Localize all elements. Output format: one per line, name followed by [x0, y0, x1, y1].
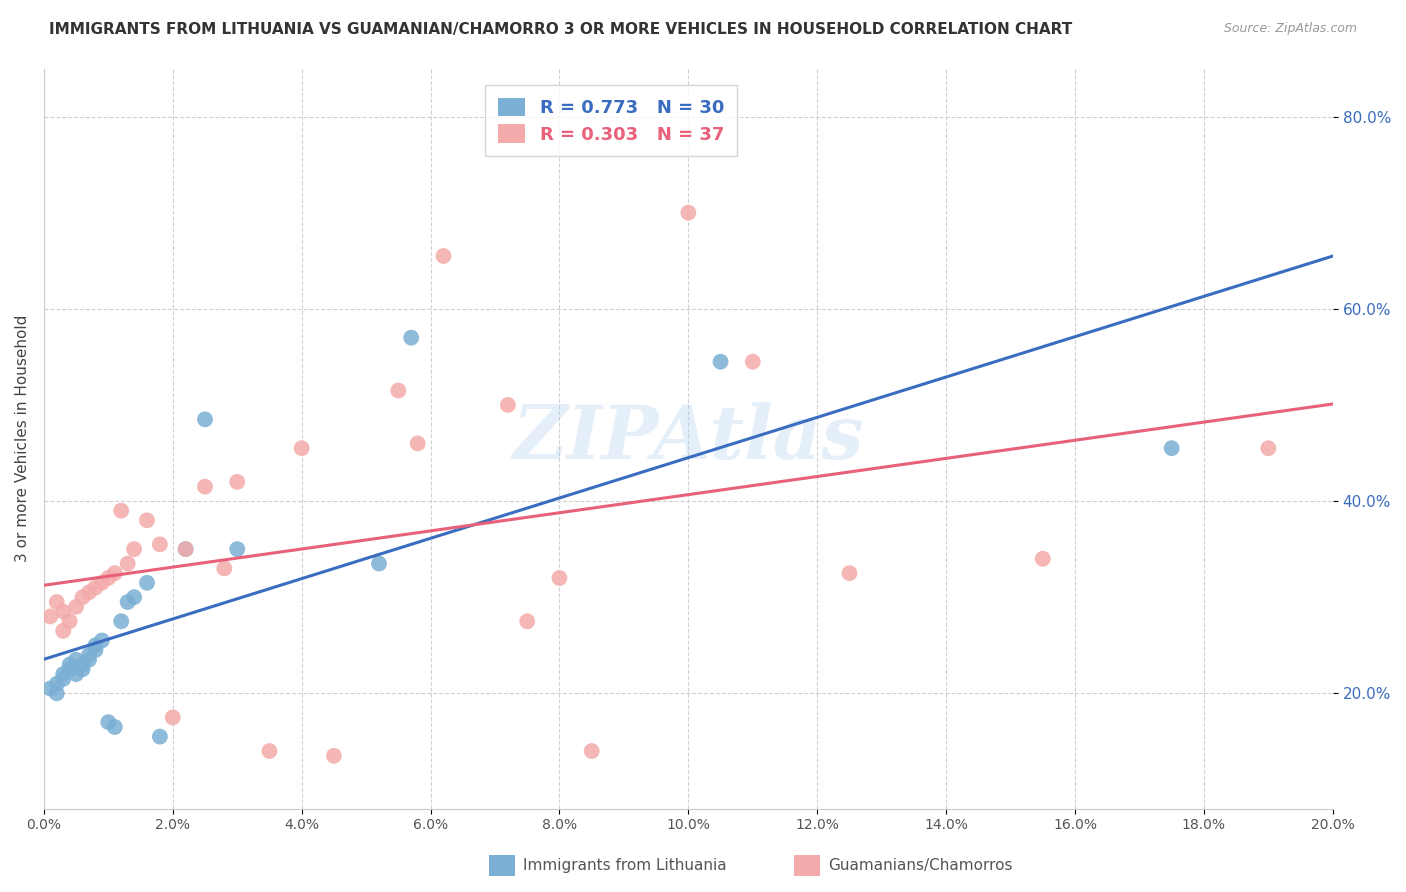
Point — [39, 681, 62, 696]
Point — [72, 657, 94, 672]
Point — [59, 657, 82, 672]
Point — [84, 638, 107, 652]
Point — [65, 599, 87, 614]
Point — [90, 633, 112, 648]
Point — [149, 730, 172, 744]
Point — [110, 614, 132, 628]
Point — [387, 384, 409, 398]
Point — [1032, 551, 1054, 566]
Point — [122, 591, 145, 605]
Point — [838, 566, 860, 581]
Point — [226, 475, 249, 489]
Point — [174, 542, 197, 557]
Point — [117, 595, 139, 609]
Point — [136, 575, 159, 590]
Point — [432, 249, 454, 263]
Point — [97, 571, 120, 585]
Point — [104, 566, 127, 581]
Point — [77, 653, 100, 667]
Point — [52, 624, 75, 638]
Point — [72, 591, 94, 605]
Point — [72, 662, 94, 676]
Point — [709, 354, 731, 368]
Point — [65, 667, 87, 681]
Point — [84, 581, 107, 595]
Point — [84, 643, 107, 657]
Point — [45, 676, 67, 690]
Point — [65, 653, 87, 667]
Point — [162, 710, 184, 724]
Point — [136, 513, 159, 527]
Point — [194, 412, 217, 426]
Point — [496, 398, 519, 412]
Point — [548, 571, 571, 585]
Point — [678, 205, 700, 219]
Point — [226, 542, 249, 557]
Text: Immigrants from Lithuania: Immigrants from Lithuania — [523, 858, 727, 872]
Point — [194, 480, 217, 494]
Point — [174, 542, 197, 557]
Point — [259, 744, 281, 758]
Point — [122, 542, 145, 557]
Point — [90, 575, 112, 590]
Point — [39, 609, 62, 624]
Point — [45, 686, 67, 700]
Point — [97, 715, 120, 730]
Point — [45, 595, 67, 609]
Point — [149, 537, 172, 551]
Point — [741, 354, 763, 368]
Point — [52, 672, 75, 686]
Point — [291, 441, 314, 455]
Point — [52, 667, 75, 681]
Point — [322, 748, 344, 763]
Y-axis label: 3 or more Vehicles in Household: 3 or more Vehicles in Household — [15, 315, 30, 562]
Text: Guamanians/Chamorros: Guamanians/Chamorros — [828, 858, 1012, 872]
Point — [110, 504, 132, 518]
Point — [77, 648, 100, 662]
Point — [399, 331, 422, 345]
Point — [77, 585, 100, 599]
Point — [581, 744, 603, 758]
Point — [52, 605, 75, 619]
Legend: R = 0.773   N = 30, R = 0.303   N = 37: R = 0.773 N = 30, R = 0.303 N = 37 — [485, 85, 737, 156]
Point — [516, 614, 538, 628]
Point — [59, 662, 82, 676]
Point — [1257, 441, 1279, 455]
Point — [59, 614, 82, 628]
Point — [406, 436, 429, 450]
Point — [368, 557, 391, 571]
Point — [1160, 441, 1182, 455]
Point — [104, 720, 127, 734]
Point — [214, 561, 236, 575]
Text: ZIPAtlas: ZIPAtlas — [513, 402, 865, 475]
Text: Source: ZipAtlas.com: Source: ZipAtlas.com — [1223, 22, 1357, 36]
Text: IMMIGRANTS FROM LITHUANIA VS GUAMANIAN/CHAMORRO 3 OR MORE VEHICLES IN HOUSEHOLD : IMMIGRANTS FROM LITHUANIA VS GUAMANIAN/C… — [49, 22, 1073, 37]
Point — [117, 557, 139, 571]
